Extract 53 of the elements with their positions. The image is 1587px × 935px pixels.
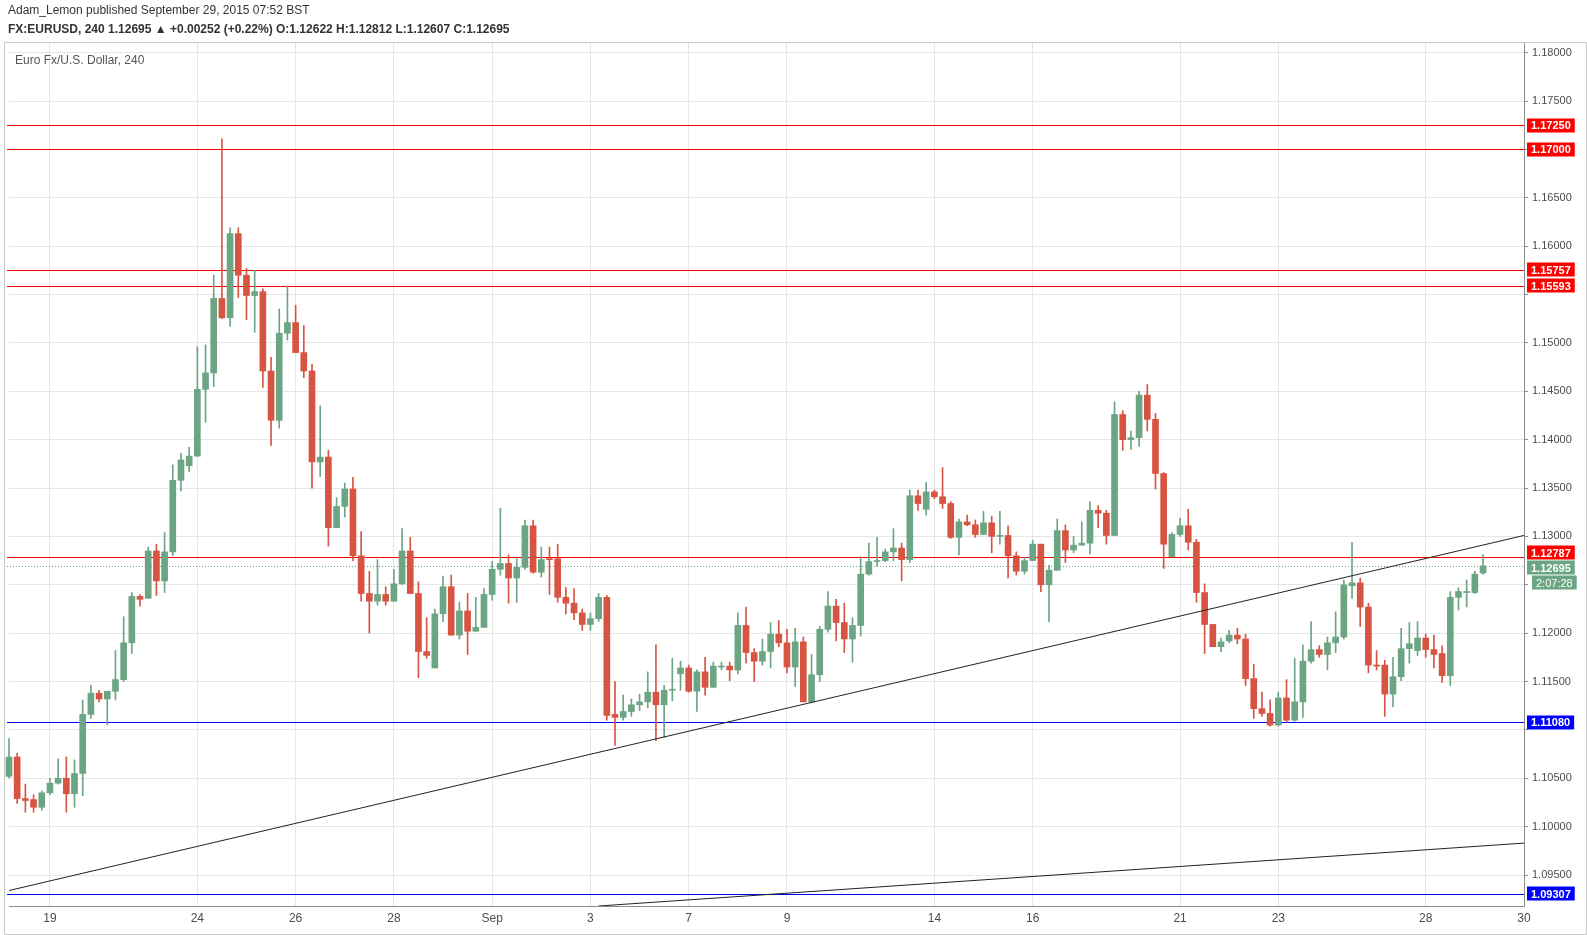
text: Adam_Lemon published September 29, 2015 07:52 BST bbox=[8, 3, 310, 17]
y-tick-label: 1.09500 bbox=[1532, 868, 1572, 881]
ref-line-label: 1.17000 bbox=[1531, 142, 1571, 155]
candlestick bbox=[562, 587, 570, 615]
ref-line-label: 1.09307 bbox=[1531, 887, 1571, 900]
x-tick-label: Sep bbox=[481, 910, 504, 925]
ref-line-label: 1.12787 bbox=[1531, 546, 1571, 559]
candlestick bbox=[472, 597, 480, 632]
candlestick bbox=[996, 510, 1004, 545]
y-tick-label: 1.13000 bbox=[1532, 529, 1572, 542]
candlestick bbox=[316, 405, 324, 477]
ref-line-label: 1.12695 bbox=[1531, 561, 1571, 574]
y-tick-label: 1.13500 bbox=[1532, 481, 1572, 494]
candlestick bbox=[218, 138, 226, 320]
ref-line-label: 1.17250 bbox=[1531, 118, 1571, 131]
text: 2:07:28 bbox=[1536, 576, 1573, 589]
candlestick bbox=[668, 657, 676, 702]
y-tick-label: 1.12000 bbox=[1532, 626, 1572, 639]
x-tick-label: 3 bbox=[587, 910, 595, 925]
candlestick bbox=[365, 570, 373, 634]
x-tick-label: 28 bbox=[1419, 910, 1433, 925]
chart-subtitle: FX:EURUSD, 240 1.12695 ▲ +0.00252 (+0.22%) O:1.12622 H:1.12812 L:1.12607 C:1.12695 bbox=[8, 22, 510, 36]
y-tick-label: 1.14000 bbox=[1532, 432, 1572, 445]
y-tick-label: 1.15000 bbox=[1532, 335, 1572, 348]
y-tick-label: 1.16500 bbox=[1532, 190, 1572, 203]
x-tick-label: 14 bbox=[927, 910, 942, 925]
y-tick-label: 1.17500 bbox=[1532, 94, 1572, 107]
x-tick-label: 28 bbox=[387, 910, 401, 925]
y-tick-label: 1.10500 bbox=[1532, 771, 1572, 784]
y-tick-label: 1.18000 bbox=[1532, 45, 1572, 58]
x-tick-label: 19 bbox=[43, 910, 57, 925]
y-tick-label: 1.14500 bbox=[1532, 384, 1572, 397]
candlestick bbox=[251, 270, 259, 333]
x-tick-label: 26 bbox=[288, 910, 303, 925]
ref-line-label: 1.15593 bbox=[1531, 279, 1571, 292]
ref-line-label: 1.11080 bbox=[1531, 715, 1571, 728]
x-tick-label: 9 bbox=[783, 910, 791, 925]
x-tick-label: 7 bbox=[685, 910, 693, 925]
candlestick bbox=[611, 681, 619, 746]
candlestick bbox=[1430, 634, 1438, 669]
x-tick-label: 23 bbox=[1271, 910, 1286, 925]
candlestick bbox=[1127, 430, 1135, 450]
y-tick-label: 1.10000 bbox=[1532, 819, 1572, 832]
x-tick-label: 30 bbox=[1517, 910, 1531, 925]
candlestick bbox=[1258, 691, 1266, 717]
x-tick-label: 16 bbox=[1025, 910, 1040, 925]
ref-line-label: 1.15757 bbox=[1531, 263, 1571, 276]
candlestick bbox=[1094, 505, 1102, 529]
y-tick-label: 1.16000 bbox=[1532, 239, 1572, 252]
y-tick-label: 1.11500 bbox=[1532, 674, 1571, 687]
x-tick-label: 24 bbox=[190, 910, 205, 925]
text: Euro Fx/U.S. Dollar, 240 bbox=[15, 53, 145, 67]
x-tick-label: 21 bbox=[1173, 910, 1188, 925]
